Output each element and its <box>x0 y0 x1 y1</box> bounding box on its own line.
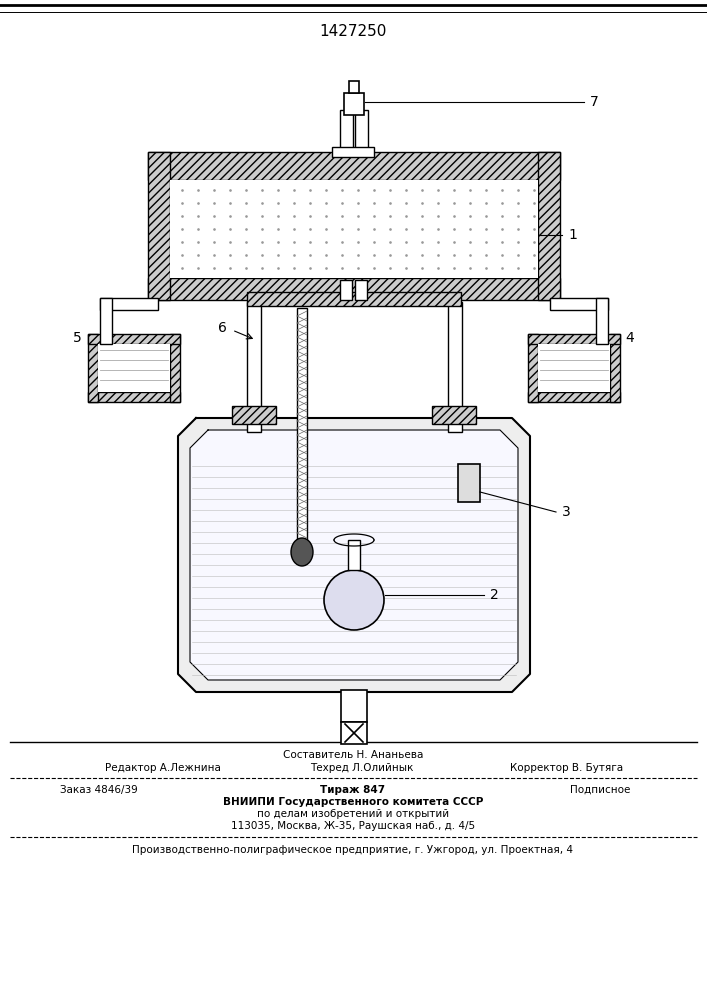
Text: 6: 6 <box>218 321 226 335</box>
Circle shape <box>324 570 384 630</box>
Bar <box>349 81 359 93</box>
Bar <box>247 302 261 432</box>
Bar <box>348 540 360 570</box>
Bar <box>538 344 610 392</box>
Bar <box>610 334 620 402</box>
Text: 5: 5 <box>74 331 82 345</box>
Bar <box>170 334 180 402</box>
Bar <box>297 308 307 540</box>
Bar <box>355 110 368 152</box>
Bar <box>88 334 98 402</box>
Bar <box>341 722 367 744</box>
Text: Подписное: Подписное <box>570 785 631 795</box>
Bar <box>148 152 170 300</box>
Bar <box>344 93 364 115</box>
Text: 3: 3 <box>562 505 571 519</box>
Text: 4: 4 <box>625 331 633 345</box>
Bar <box>355 280 367 300</box>
Bar <box>550 298 608 310</box>
Bar <box>538 152 560 300</box>
Text: 113035, Москва, Ж-35, Раушская наб., д. 4/5: 113035, Москва, Ж-35, Раушская наб., д. … <box>231 821 475 831</box>
Text: ВНИИПИ Государственного комитета СССР: ВНИИПИ Государственного комитета СССР <box>223 797 483 807</box>
Bar <box>448 302 462 432</box>
Text: 2: 2 <box>490 588 498 602</box>
Bar <box>232 406 276 424</box>
Bar <box>528 334 620 344</box>
Bar <box>170 180 538 278</box>
Text: 7: 7 <box>590 95 599 109</box>
Bar <box>100 298 158 310</box>
Polygon shape <box>190 430 518 680</box>
Bar <box>528 334 538 402</box>
Bar <box>341 690 367 722</box>
Text: Редактор А.Лежнина: Редактор А.Лежнина <box>105 763 221 773</box>
Ellipse shape <box>291 538 313 566</box>
Text: Тираж 847: Тираж 847 <box>320 785 385 795</box>
Bar <box>528 392 620 402</box>
Text: 1: 1 <box>568 228 577 242</box>
Bar <box>432 406 476 424</box>
Bar <box>340 110 353 152</box>
Text: 1427250: 1427250 <box>320 24 387 39</box>
Bar <box>332 147 374 157</box>
Bar <box>88 392 180 402</box>
Bar <box>148 278 560 300</box>
Bar <box>340 280 352 300</box>
Text: Техред Л.Олийнык: Техред Л.Олийнык <box>310 763 414 773</box>
Bar <box>100 298 112 344</box>
Text: Составитель Н. Ананьева: Составитель Н. Ананьева <box>283 750 423 760</box>
Text: по делам изобретений и открытий: по делам изобретений и открытий <box>257 809 449 819</box>
Bar <box>247 292 461 306</box>
Bar <box>88 334 180 344</box>
Bar <box>458 464 480 502</box>
Bar <box>148 152 560 180</box>
Text: Производственно-полиграфическое предприятие, г. Ужгород, ул. Проектная, 4: Производственно-полиграфическое предприя… <box>132 845 573 855</box>
Polygon shape <box>178 418 530 692</box>
Bar <box>596 298 608 344</box>
Text: Корректор В. Бутяга: Корректор В. Бутяга <box>510 763 623 773</box>
Text: Заказ 4846/39: Заказ 4846/39 <box>60 785 138 795</box>
Bar <box>98 344 170 392</box>
